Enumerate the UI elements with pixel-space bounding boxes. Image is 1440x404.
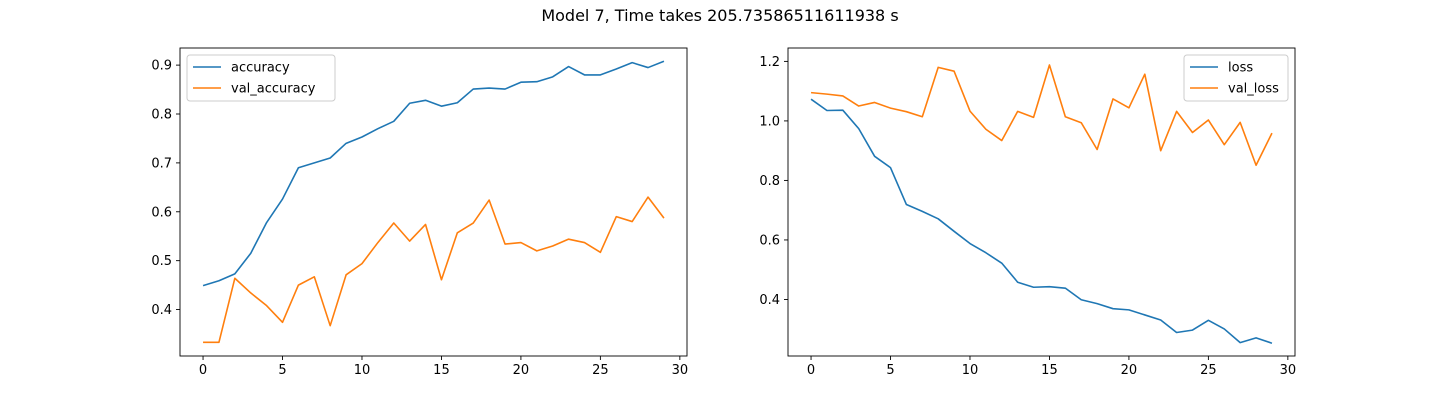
x-tick-label: 25 xyxy=(1200,363,1217,378)
series-line-accuracy xyxy=(202,60,665,287)
legend-box xyxy=(186,54,336,102)
plot-frame xyxy=(787,47,1296,357)
figure-title: Model 7, Time takes 205.73586511611938 s xyxy=(541,6,899,25)
x-tick-label: 30 xyxy=(672,363,689,378)
y-tick-label: 0.5 xyxy=(151,254,172,269)
legend-label-val-accuracy: val_accuracy xyxy=(231,82,316,97)
chart-loss: 0 5 10 15 20 25 30 0.4 0.6 0.8 1.0 1.2 loss val_loss xyxy=(759,47,1297,378)
x-tick-label: 20 xyxy=(513,363,530,378)
x-tick-label: 30 xyxy=(1280,363,1297,378)
legend-label-loss: loss xyxy=(1228,61,1253,76)
y-tick-label: 0.9 xyxy=(151,59,172,74)
series-line-val-accuracy xyxy=(203,196,665,344)
series-line-loss xyxy=(810,98,1273,344)
x-tick-label: 5 xyxy=(278,363,286,378)
legend-label-val-loss: val_loss xyxy=(1228,82,1279,97)
x-tick-label: 5 xyxy=(886,363,894,378)
y-tick-label: 0.4 xyxy=(151,303,172,318)
x-tick-label: 10 xyxy=(354,363,371,378)
legend: loss val_loss xyxy=(1183,54,1289,102)
y-tick-label: 0.6 xyxy=(151,205,172,220)
y-tick-label: 0.4 xyxy=(759,293,780,308)
y-tick-label: 0.8 xyxy=(759,174,780,189)
legend-label-accuracy: accuracy xyxy=(231,61,290,76)
x-tick-label: 25 xyxy=(592,363,609,378)
x-tick-label: 10 xyxy=(962,363,979,378)
y-tick-label: 1.0 xyxy=(759,114,780,129)
x-tick-label: 15 xyxy=(433,363,450,378)
y-tick-label: 0.6 xyxy=(759,233,780,248)
legend: accuracy val_accuracy xyxy=(186,54,336,102)
x-tick-label: 15 xyxy=(1041,363,1058,378)
x-tick-label: 0 xyxy=(807,363,815,378)
x-tick-label: 0 xyxy=(199,363,207,378)
y-tick-label: 1.2 xyxy=(759,55,780,70)
y-tick-label: 0.7 xyxy=(151,156,172,171)
y-tick-label: 0.8 xyxy=(151,108,172,123)
plot-frame xyxy=(179,47,688,357)
x-tick-label: 20 xyxy=(1121,363,1138,378)
series-line-val-loss xyxy=(810,64,1273,167)
chart-acc: 0 5 10 15 20 25 30 0.4 0.5 0.6 0.7 0.8 0.9 accuracy va… xyxy=(151,47,689,378)
